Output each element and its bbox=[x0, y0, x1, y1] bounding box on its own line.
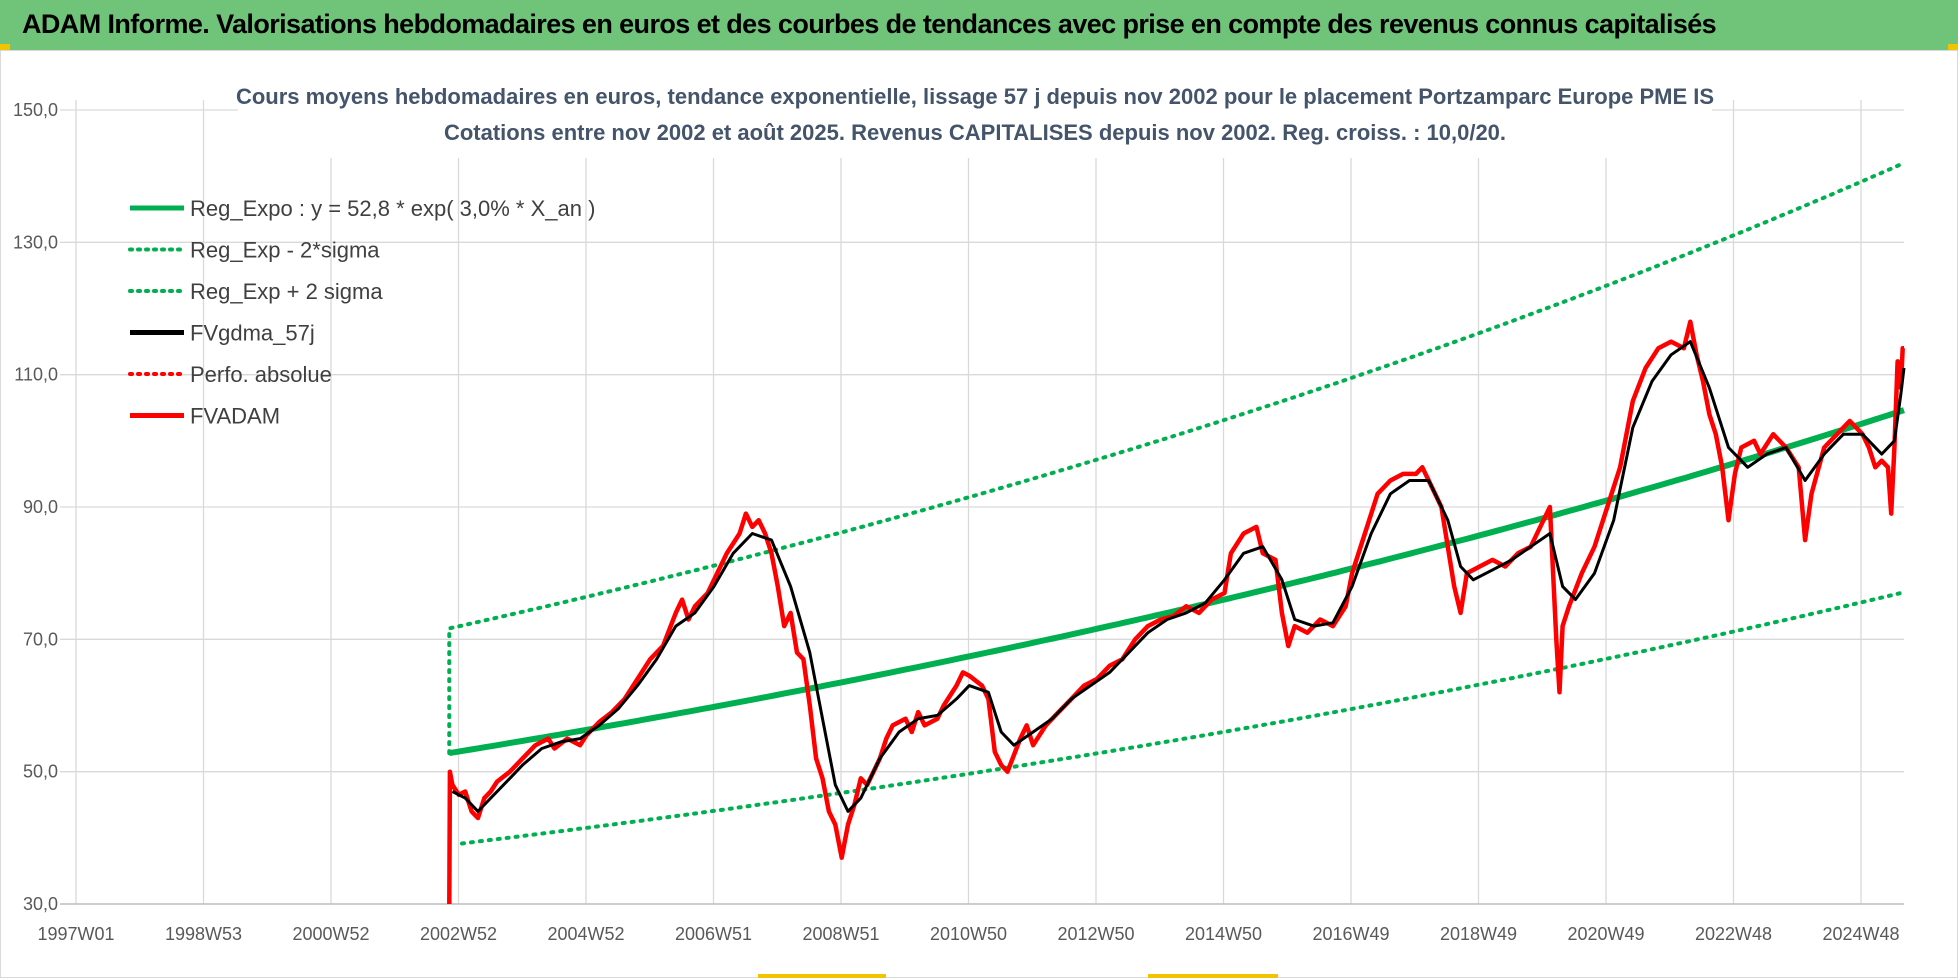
legend-label: Reg_Exp - 2*sigma bbox=[190, 238, 380, 263]
x-tick-label: 1998W53 bbox=[165, 924, 242, 944]
x-tick-label: 2008W51 bbox=[802, 924, 879, 944]
series-group bbox=[447, 161, 1906, 905]
y-tick-label: 110,0 bbox=[14, 365, 58, 385]
x-tick-labels: 1997W01 1998W53 2000W52 2002W52 2004W52 2006W… bbox=[37, 924, 1899, 944]
page-title: ADAM Informe. Valorisations hebdomadaire… bbox=[22, 9, 1717, 39]
x-tick-label: 2024W48 bbox=[1822, 924, 1899, 944]
x-tick-label: 2022W48 bbox=[1695, 924, 1772, 944]
legend-label: Reg_Expo : y = 52,8 * exp( 3,0% * X_an ) bbox=[190, 196, 595, 221]
legend-label: FVADAM bbox=[190, 404, 280, 429]
chart-title: Cours moyens hebdomadaires en euros, ten… bbox=[236, 74, 1714, 158]
series-fvadam bbox=[447, 319, 1905, 905]
legend: Reg_Expo : y = 52,8 * exp( 3,0% * X_an )… bbox=[128, 196, 595, 429]
x-tick-label: 2020W49 bbox=[1567, 924, 1644, 944]
series-fvgdma-57j bbox=[451, 340, 1906, 813]
series-reg-exp-plus-2-sigma bbox=[447, 161, 1906, 756]
y-tick-label: 90,0 bbox=[23, 497, 58, 517]
x-tick-label: 1997W01 bbox=[37, 924, 114, 944]
y-tick-label: 30,0 bbox=[23, 894, 58, 914]
legend-label: Reg_Exp + 2 sigma bbox=[190, 279, 383, 304]
x-tick-label: 2016W49 bbox=[1312, 924, 1389, 944]
corner-marker-right bbox=[1948, 44, 1958, 50]
header-banner: ADAM Informe. Valorisations hebdomadaire… bbox=[0, 0, 1958, 51]
series-reg-expo bbox=[448, 407, 1905, 757]
x-tick-label: 2000W52 bbox=[292, 924, 369, 944]
legend-label: Perfo. absolue bbox=[190, 362, 332, 387]
legend-label: FVgdma_57j bbox=[190, 321, 315, 346]
y-tick-label: 70,0 bbox=[23, 629, 58, 649]
chart-title-line-1: Cours moyens hebdomadaires en euros, ten… bbox=[236, 84, 1714, 109]
y-tick-labels: 30,0 50,0 70,0 90,0 110,0 130,0 150,0 bbox=[13, 100, 58, 914]
x-tick-label: 2006W51 bbox=[675, 924, 752, 944]
y-tick-label: 50,0 bbox=[23, 762, 58, 782]
x-tick-label: 2004W52 bbox=[547, 924, 624, 944]
corner-marker-left bbox=[0, 44, 10, 50]
bottom-marker bbox=[1148, 974, 1278, 978]
y-tick-label: 130,0 bbox=[13, 232, 58, 252]
x-tick-label: 2014W50 bbox=[1185, 924, 1262, 944]
series-reg-exp-minus-2-sigma bbox=[460, 590, 1906, 846]
x-tick-label: 2010W50 bbox=[930, 924, 1007, 944]
bottom-marker bbox=[758, 974, 886, 978]
chart-title-line-2: Cotations entre nov 2002 et août 2025. R… bbox=[444, 120, 1506, 145]
x-tick-label: 2012W50 bbox=[1057, 924, 1134, 944]
x-tick-label: 2018W49 bbox=[1440, 924, 1517, 944]
y-tick-label: 150,0 bbox=[13, 100, 58, 120]
x-tick-label: 2002W52 bbox=[420, 924, 497, 944]
grid-lines bbox=[60, 100, 1904, 905]
